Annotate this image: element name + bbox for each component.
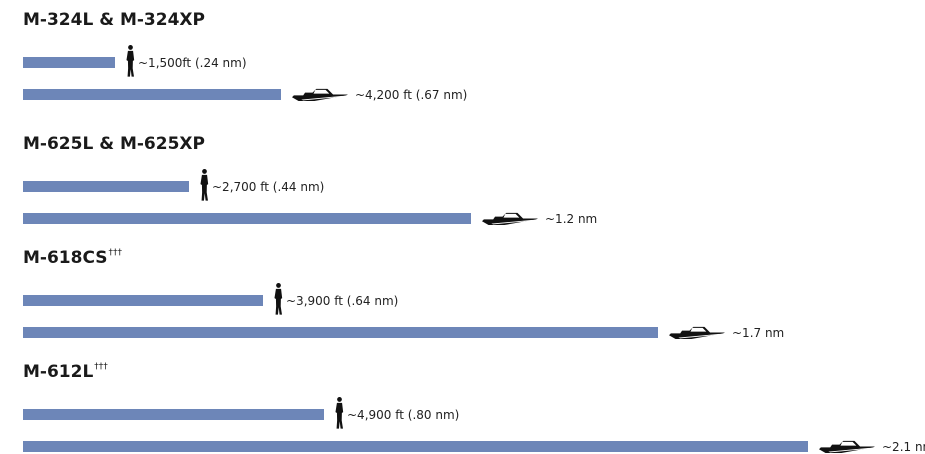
group-title-text: M-612L bbox=[23, 362, 93, 382]
person-icon bbox=[335, 397, 344, 429]
boat-icon bbox=[292, 88, 348, 102]
range-label-boat: ~1.7 nm bbox=[732, 326, 784, 340]
group-1: M-625L & M-625XP ~2,700 ft (.44 nm) ~1.2 n… bbox=[23, 134, 597, 226]
group-title: M-625L & M-625XP bbox=[23, 134, 205, 154]
range-bar-person bbox=[23, 295, 263, 306]
group-0: M-324L & M-324XP ~1,500ft (.24 nm) ~4,200 … bbox=[23, 10, 467, 102]
boat-icon bbox=[669, 326, 725, 340]
boat-icon bbox=[482, 212, 538, 226]
range-label-person: ~1,500ft (.24 nm) bbox=[138, 56, 247, 70]
group-2: M-618CS††† ~3,900 ft (.64 nm) ~1.7 nm bbox=[23, 248, 784, 340]
group-title-sup: ††† bbox=[109, 248, 123, 258]
range-label-person: ~2,700 ft (.44 nm) bbox=[212, 180, 324, 194]
range-label-boat: ~4,200 ft (.67 nm) bbox=[355, 88, 467, 102]
range-label-person: ~3,900 ft (.64 nm) bbox=[286, 294, 398, 308]
group-title-text: M-618CS bbox=[23, 248, 108, 268]
group-title: M-618CS††† bbox=[23, 248, 123, 268]
group-title-text: M-625L & M-625XP bbox=[23, 134, 205, 154]
group-title: M-612L††† bbox=[23, 362, 108, 382]
range-bar-boat bbox=[23, 327, 658, 338]
group-title-sup: ††† bbox=[94, 362, 108, 372]
person-icon bbox=[126, 45, 135, 77]
range-label-boat: ~2.1 nm bbox=[882, 440, 925, 454]
range-bar-person bbox=[23, 57, 115, 68]
group-title: M-324L & M-324XP bbox=[23, 10, 205, 30]
person-icon bbox=[200, 169, 209, 201]
group-title-text: M-324L & M-324XP bbox=[23, 10, 205, 30]
range-label-boat: ~1.2 nm bbox=[545, 212, 597, 226]
range-bar-boat bbox=[23, 89, 281, 100]
range-bar-person bbox=[23, 181, 189, 192]
person-icon bbox=[274, 283, 283, 315]
boat-icon bbox=[819, 440, 875, 454]
range-bar-person bbox=[23, 409, 324, 420]
group-3: M-612L††† ~4,900 ft (.80 nm) ~2.1 nm bbox=[23, 362, 925, 454]
range-bar-boat bbox=[23, 213, 471, 224]
range-bar-boat bbox=[23, 441, 808, 452]
range-label-person: ~4,900 ft (.80 nm) bbox=[347, 408, 459, 422]
